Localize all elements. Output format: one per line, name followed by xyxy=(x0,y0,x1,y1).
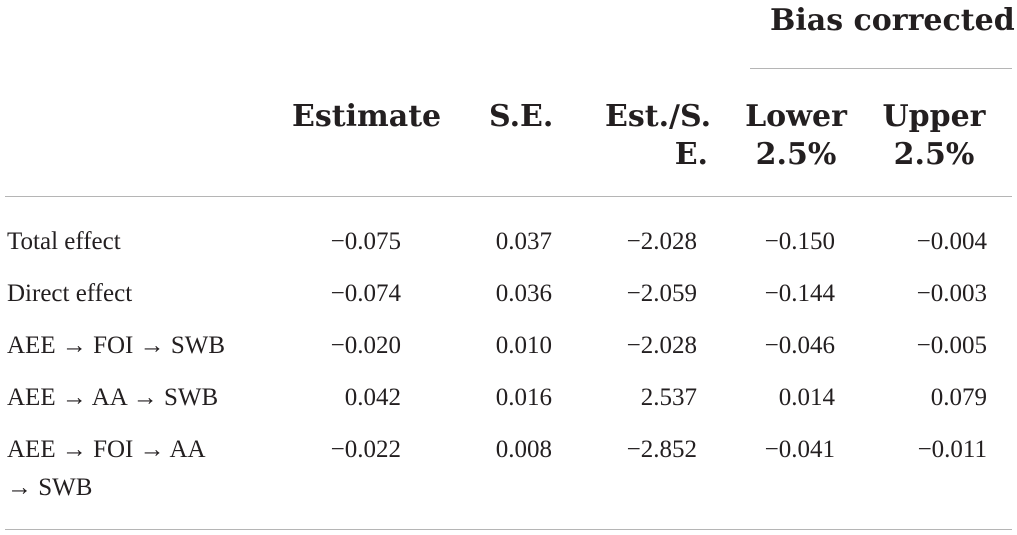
se-cell: 0.036 xyxy=(495,280,552,307)
lower-cell: 0.014 xyxy=(778,384,835,411)
est-se-cell: −2.852 xyxy=(626,436,697,463)
lower-cell: −0.041 xyxy=(764,436,835,463)
lower-cell: −0.046 xyxy=(764,332,835,359)
row-label: Total effect xyxy=(7,228,121,255)
lower-cell: −0.144 xyxy=(764,280,835,307)
row-label: Direct effect xyxy=(7,280,133,307)
upper-cell: −0.005 xyxy=(916,332,987,359)
se-cell: 0.016 xyxy=(495,384,552,411)
header-bottom-rule xyxy=(5,196,1012,197)
lower-column-header-line1: Lower xyxy=(745,99,847,134)
est-se-column-header-line1: Est./S. xyxy=(605,99,712,134)
se-cell: 0.037 xyxy=(495,228,552,255)
lower-column-header-line2: 2.5% xyxy=(755,137,837,172)
upper-cell: −0.011 xyxy=(917,436,987,463)
se-column-header: S.E. xyxy=(489,99,554,134)
row-label: AEE → FOI → AA xyxy=(7,436,206,463)
estimate-cell: −0.074 xyxy=(330,280,401,307)
group-header-rule xyxy=(750,68,1012,69)
table-bottom-rule xyxy=(5,529,1012,530)
upper-column-header-line1: Upper xyxy=(882,99,986,134)
est-se-cell: −2.028 xyxy=(626,228,697,255)
upper-cell: −0.003 xyxy=(916,280,987,307)
est-se-cell: −2.059 xyxy=(626,280,697,307)
upper-cell: 0.079 xyxy=(930,384,987,411)
row-label: AEE → FOI → SWB xyxy=(7,332,226,359)
estimate-cell: −0.020 xyxy=(330,332,401,359)
estimate-cell: −0.022 xyxy=(330,436,401,463)
se-cell: 0.008 xyxy=(495,436,552,463)
est-se-cell: 2.537 xyxy=(640,384,697,411)
upper-column-header-line2: 2.5% xyxy=(893,137,975,172)
estimate-cell: −0.075 xyxy=(330,228,401,255)
est-se-cell: −2.028 xyxy=(626,332,697,359)
bias-corrected-group-header: Bias corrected xyxy=(770,3,1015,38)
est-se-column-header-line2: E. xyxy=(674,137,708,172)
row-label-continuation: → SWB xyxy=(7,474,93,501)
se-cell: 0.010 xyxy=(495,332,552,359)
row-label: AEE → AA → SWB xyxy=(7,384,219,411)
estimate-column-header: Estimate xyxy=(292,99,442,134)
upper-cell: −0.004 xyxy=(916,228,987,255)
lower-cell: −0.150 xyxy=(764,228,835,255)
estimate-cell: 0.042 xyxy=(344,384,401,411)
